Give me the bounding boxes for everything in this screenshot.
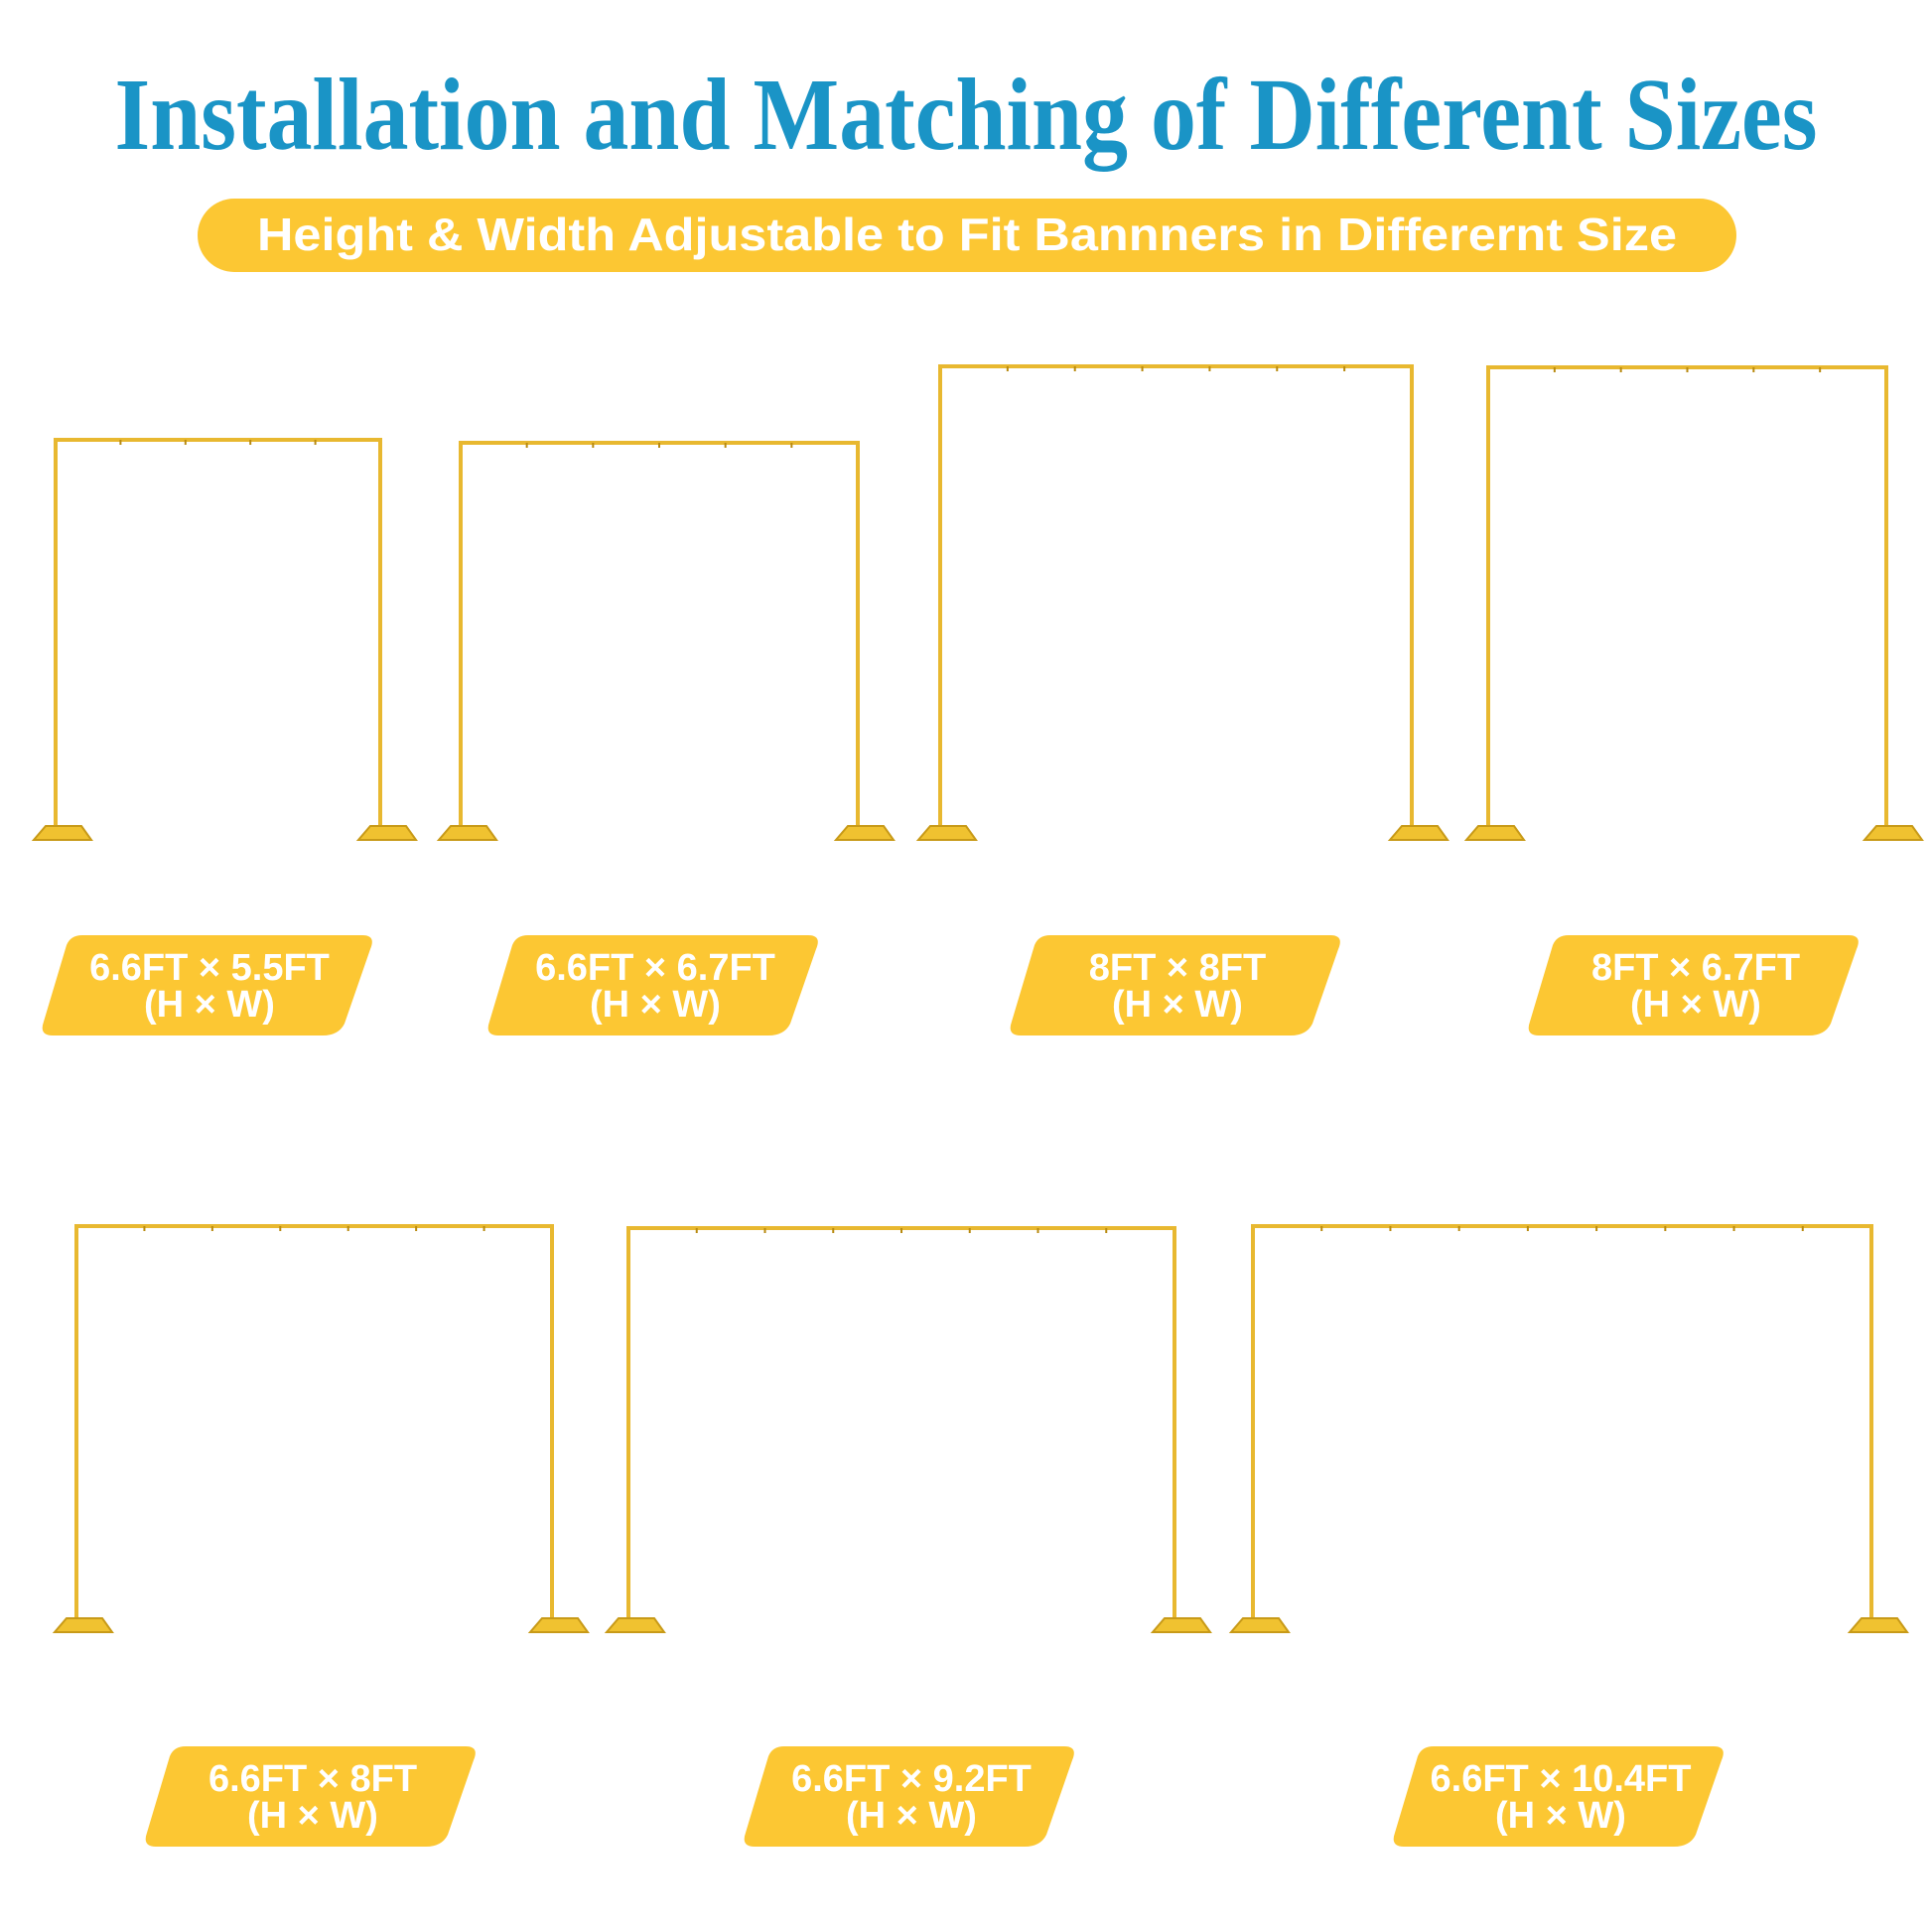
unit-label: (H × W) — [846, 1795, 977, 1837]
base-plate — [52, 1617, 114, 1633]
page-title: Installation and Matching of Different S… — [115, 58, 1818, 172]
base-plate — [1463, 825, 1526, 841]
backdrop-frame — [915, 364, 1449, 841]
backdrop-frame — [31, 438, 418, 841]
size-label: 6.6FT × 5.5FT — [89, 947, 330, 989]
size-badge: 6.6FT × 6.7FT(H × W) — [487, 935, 818, 1035]
size-badge: 6.6FT × 8FT(H × W) — [145, 1746, 476, 1847]
base-plate — [1150, 1617, 1212, 1633]
unit-label: (H × W) — [144, 984, 275, 1026]
size-badge: 6.6FT × 9.2FT(H × W) — [744, 1746, 1074, 1847]
base-plate — [1847, 1617, 1909, 1633]
size-badge: 8FT × 8FT(H × W) — [1010, 935, 1340, 1035]
base-plate — [31, 825, 93, 841]
size-label: 8FT × 8FT — [1089, 947, 1266, 989]
size-label: 6.6FT × 9.2FT — [791, 1758, 1032, 1800]
base-plate — [527, 1617, 590, 1633]
base-plate — [833, 825, 896, 841]
unit-label: (H × W) — [1495, 1795, 1626, 1837]
backdrop-frame — [436, 441, 896, 841]
frames — [31, 364, 1924, 1633]
size-label: 6.6FT × 8FT — [208, 1758, 417, 1800]
unit-label: (H × W) — [1112, 984, 1243, 1026]
unit-label: (H × W) — [1630, 984, 1761, 1026]
base-plate — [1387, 825, 1449, 841]
backdrop-frame — [1463, 365, 1924, 841]
unit-label: (H × W) — [590, 984, 721, 1026]
base-plate — [436, 825, 498, 841]
size-label: 8FT × 6.7FT — [1591, 947, 1800, 989]
size-label: 6.6FT × 6.7FT — [535, 947, 775, 989]
size-badge: 8FT × 6.7FT(H × W) — [1528, 935, 1859, 1035]
subtitle: Height & Width Adjustable to Fit Bannner… — [257, 208, 1677, 260]
base-plate — [355, 825, 418, 841]
size-badge: 6.6FT × 10.4FT(H × W) — [1393, 1746, 1724, 1847]
subtitle-pill — [198, 199, 1736, 272]
backdrop-frame — [604, 1226, 1212, 1633]
base-plate — [1862, 825, 1924, 841]
unit-label: (H × W) — [247, 1795, 378, 1837]
size-label: 6.6FT × 10.4FT — [1431, 1758, 1692, 1800]
backdrop-frame — [1228, 1224, 1909, 1633]
base-plate — [1228, 1617, 1291, 1633]
base-plate — [915, 825, 978, 841]
backdrop-frame — [52, 1224, 590, 1633]
badges: 6.6FT × 5.5FT(H × W)6.6FT × 6.7FT(H × W)… — [42, 935, 1859, 1847]
size-badge: 6.6FT × 5.5FT(H × W) — [42, 935, 372, 1035]
base-plate — [604, 1617, 666, 1633]
